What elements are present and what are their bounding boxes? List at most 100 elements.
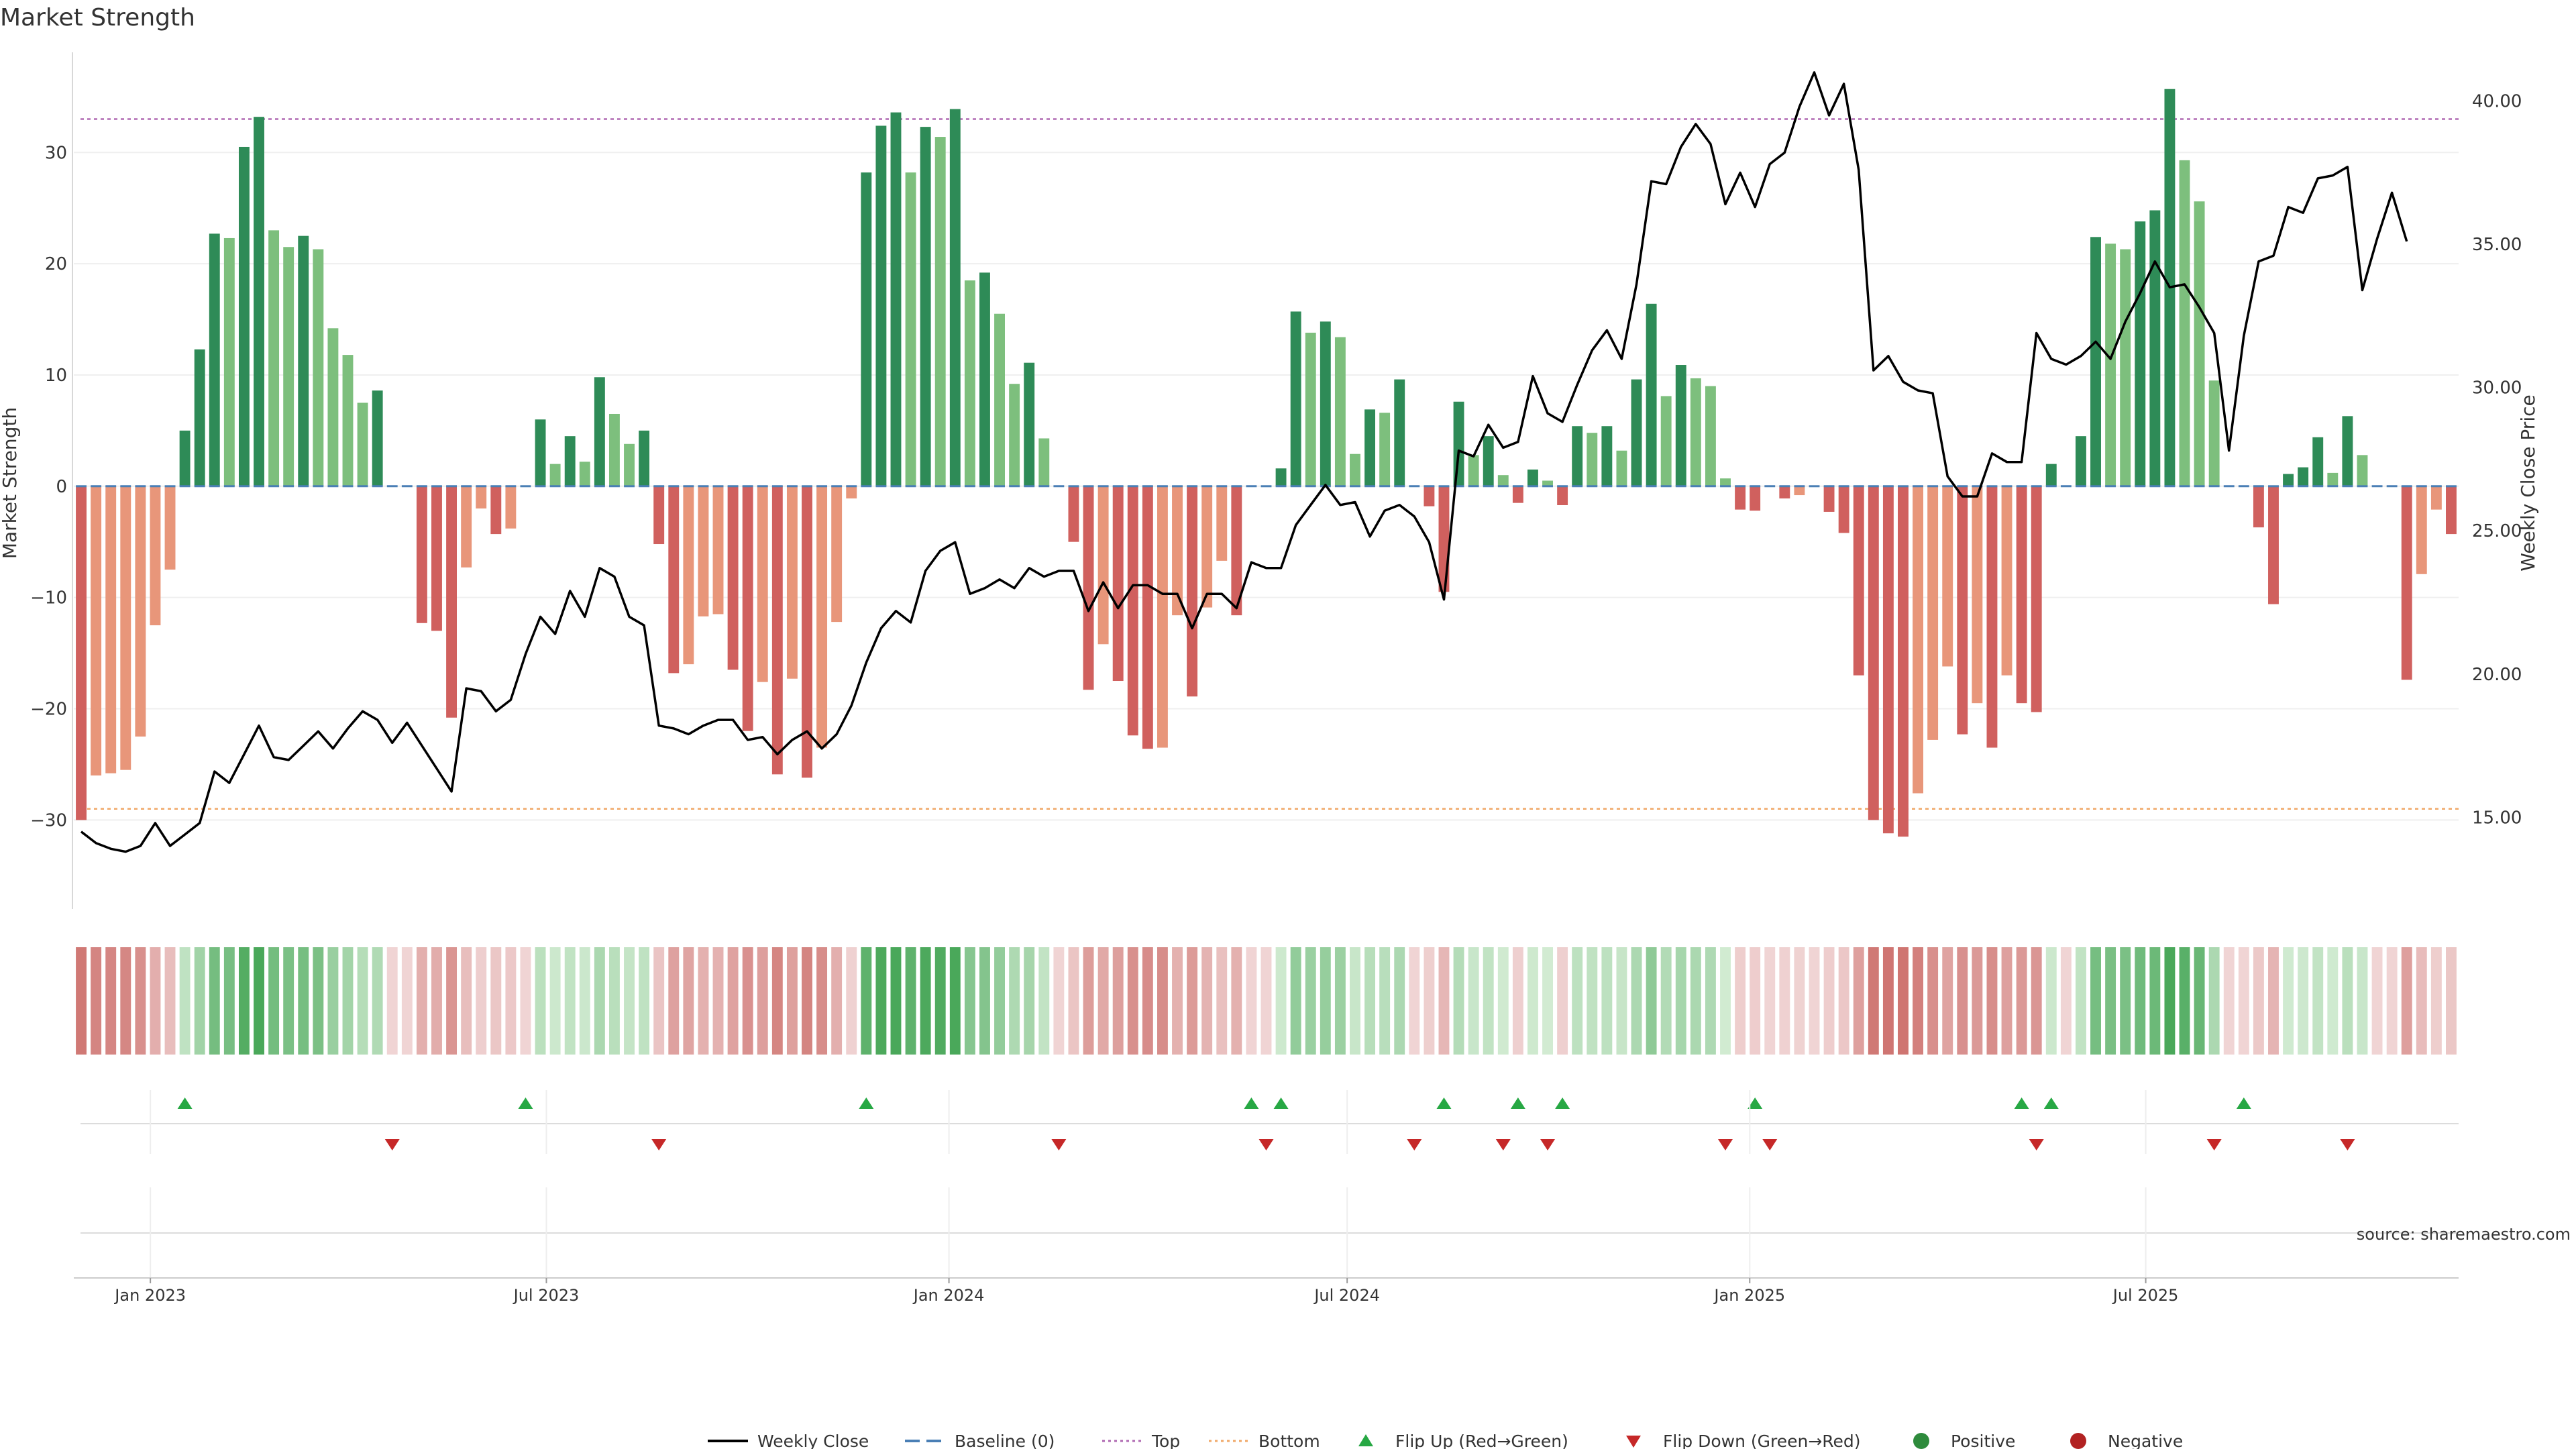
heat-cell [786,947,798,1055]
heat-cell [1735,947,1746,1055]
heat-cell [416,947,427,1055]
heat-cell [1053,947,1065,1055]
legend-label: Weekly Close [757,1432,869,1449]
strength-bar [757,486,768,682]
heat-cell [1438,947,1450,1055]
strength-bar [1438,486,1450,592]
heat-cell [2149,947,2161,1055]
strength-bar [1868,486,1879,820]
heat-cell [179,947,191,1055]
heat-cell [1631,947,1642,1055]
heat-cell [1690,947,1701,1055]
heat-cell [2430,947,2442,1055]
flip-down-marker [2206,1139,2222,1150]
x-tick-label: Jan 2024 [912,1286,985,1305]
heat-cell [2416,947,2427,1055]
heat-cell [2401,947,2412,1055]
heat-cell [757,947,768,1055]
heat-cell [608,947,620,1055]
heat-cell [1483,947,1494,1055]
strength-bar [1275,468,1287,486]
flip-up-marker [518,1097,533,1109]
heat-cell [135,947,146,1055]
flip-up-marker [1748,1097,1763,1109]
x-tick-label: Jan 2025 [1713,1286,1785,1305]
heat-cell [2268,947,2279,1055]
strength-bar [194,349,205,486]
strength-bar [1823,486,1835,512]
strength-bar [594,377,605,486]
heat-cell [1927,947,1939,1055]
strength-bar [313,249,324,486]
heat-cell [2327,947,2339,1055]
strength-bar [1379,413,1391,486]
heat-cell [254,947,264,1055]
flip-up-marker [2236,1097,2251,1109]
strength-bar [1142,486,1153,749]
strength-bar [223,237,235,486]
heat-cell [372,947,383,1055]
heat-cell [742,947,753,1055]
flip-down-marker [1051,1139,1067,1150]
heat-cell [920,947,931,1055]
y-axis: −30 −20 −10 0 10 20 30 [30,52,73,909]
flip-up-marker [2043,1097,2059,1109]
strength-bar [1290,311,1301,486]
heat-cell [1705,947,1716,1055]
strength-bar [1616,450,1627,486]
chart-title: Market Strength [0,4,195,32]
strength-bar [1794,486,1805,496]
strength-bar [2001,486,2012,676]
heat-cell [564,947,576,1055]
y2-axis-label: Weekly Close Price [2517,394,2539,571]
strength-bar [1172,486,1183,616]
heat-cell [1453,947,1464,1055]
flip-down-marker [1540,1139,1556,1150]
strength-bar [905,172,916,486]
strength-bar [2401,486,2412,680]
heat-cell [91,947,102,1055]
strength-bar [1305,332,1316,486]
flip-up-marker [1273,1097,1289,1109]
heat-cell [150,947,161,1055]
strength-bar [1424,486,1435,506]
heat-cell [1305,947,1316,1055]
strength-bar [771,486,783,775]
y-tick-label: −10 [30,588,67,608]
heat-cell [401,947,413,1055]
heat-cell [238,947,250,1055]
strength-bar [505,486,517,529]
heat-cell [831,947,843,1055]
heat-cell [771,947,783,1055]
flip-down-marker [2340,1139,2355,1150]
strength-bar [1364,409,1376,486]
heat-cell [712,947,724,1055]
flip-down-marker [1762,1139,1778,1150]
heat-cell [2045,947,2057,1055]
heat-cell [2060,947,2072,1055]
legend-label: Negative [2108,1432,2183,1449]
heat-cell [1024,947,1035,1055]
heat-cell [1290,947,1301,1055]
strength-bar [357,402,368,486]
heat-cell [209,947,220,1055]
heat-cell [342,947,354,1055]
heat-cell [1409,947,1420,1055]
legend-label: Flip Down (Green→Red) [1663,1432,1861,1449]
flip-down-marker [384,1139,400,1150]
heat-cell [223,947,235,1055]
strength-bar [1201,486,1213,608]
heat-cell [2208,947,2220,1055]
heat-cell [2194,947,2205,1055]
strength-bar [283,247,294,486]
x-axis: Jan 2023 Jul 2023 Jan 2024 Jul 2024 Jan 2025… [74,1187,2459,1305]
heat-cell [1497,947,1509,1055]
heat-cell [1542,947,1553,1055]
heat-cell [2001,947,2012,1055]
legend-item: Positive [1913,1432,2015,1449]
heat-cell [668,947,680,1055]
heat-cell [313,947,324,1055]
heat-cell [446,947,458,1055]
strength-bar [831,486,843,623]
legend-item: Top [1102,1432,1180,1449]
